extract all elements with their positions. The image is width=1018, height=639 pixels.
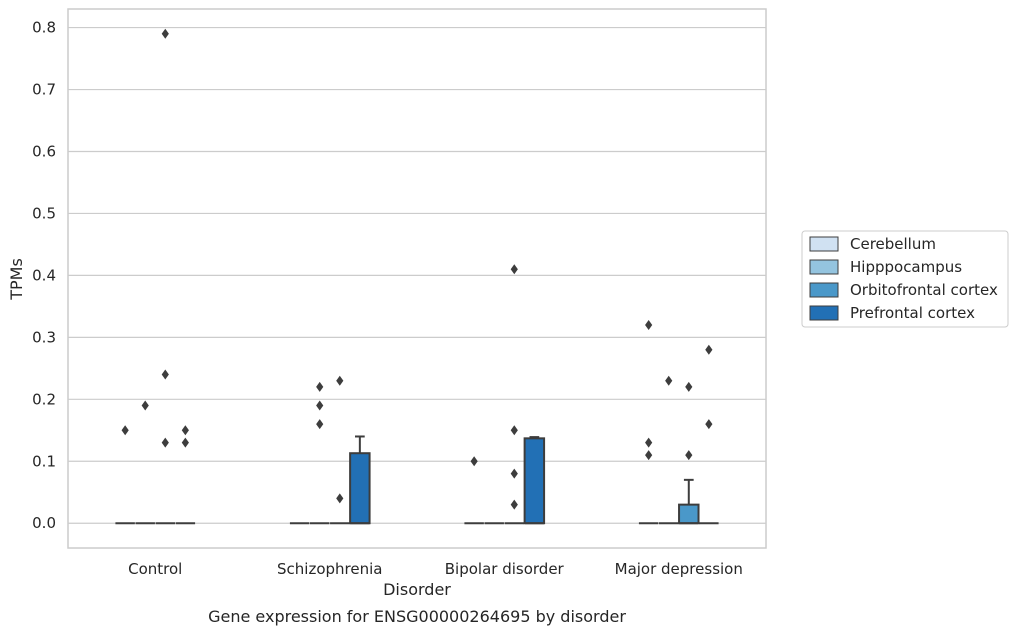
outlier-point [510,425,518,436]
y-tick-labels: 0.0 0.1 0.2 0.3 0.4 0.5 0.6 0.7 0.8 [32,19,56,533]
outlier-point [121,425,129,436]
legend: Cerebellum Hipppocampus Orbitofrontal cort… [801,230,1009,328]
box-orbitofrontal-cortex [155,28,176,525]
box-cerebellum [464,456,484,525]
outlier-point [645,450,653,461]
outlier-point [181,425,189,436]
outlier-point [645,319,653,330]
x-tick-label: Schizophrenia [277,560,382,578]
y-tick-label: 0.8 [32,19,56,37]
box-prefrontal-cortex [699,344,719,525]
legend-label: Cerebellum [850,235,936,253]
box-hipppocampus [658,375,679,525]
outlier-point [316,400,324,411]
box-hipppocampus [309,381,330,525]
legend-frame [801,230,1009,328]
outlier-point [316,419,324,430]
boxes [115,28,719,525]
outlier-point [645,437,653,448]
box-prefrontal-cortex [349,435,371,525]
y-tick-label: 0.5 [32,204,56,222]
x-tick-label: Major depression [615,560,743,578]
outlier-point [685,381,693,392]
outlier-point [161,28,169,39]
outlier-point [510,468,518,479]
y-tick-label: 0.4 [32,266,56,284]
box-orbitofrontal-cortex [678,381,700,525]
outlier-point [181,437,189,448]
box-body [678,503,700,525]
box-body [349,452,371,525]
legend-label: Prefrontal cortex [850,304,975,322]
box-orbitofrontal-cortex [504,264,525,525]
y-tick-label: 0.6 [32,142,56,160]
y-axis-title: TPMs [7,258,26,301]
y-tick-label: 0.7 [32,81,56,99]
box-orbitofrontal-cortex [330,375,350,525]
y-tick-label: 0.1 [32,452,56,470]
box-cerebellum [115,425,135,525]
outlier-point [161,369,169,380]
box-cerebellum [638,319,659,525]
outlier-point [510,264,518,275]
outlier-point [510,499,518,510]
outlier-point [705,344,713,355]
legend-swatch [809,282,839,298]
outlier-point [336,375,344,386]
legend-label: Orbitofrontal cortex [850,281,998,299]
outlier-point [470,456,478,467]
box-prefrontal-cortex [523,436,546,525]
outlier-point [685,450,693,461]
legend-label: Hipppocampus [850,258,962,276]
outlier-point [705,419,713,430]
y-tick-label: 0.3 [32,328,56,346]
outlier-point [316,381,324,392]
legend-swatch [809,305,839,321]
y-tick-label: 0.2 [32,390,56,408]
legend-swatch [809,259,839,275]
outlier-point [141,400,149,411]
outlier-point [161,437,169,448]
box-prefrontal-cortex [175,425,196,525]
outlier-point [665,375,673,386]
box-body [523,437,546,525]
plot-frame [67,8,767,549]
grid-lines [68,26,766,524]
x-tick-label: Control [128,560,182,578]
outlier-point [336,493,344,504]
x-axis-title: Disorder [383,580,451,599]
x-tick-label: Bipolar disorder [445,560,565,578]
box-hipppocampus [135,400,155,525]
chart-caption: Gene expression for ENSG00000264695 by d… [208,607,626,626]
y-tick-label: 0.0 [32,514,56,532]
x-tick-labels: Control Schizophrenia Bipolar disorder Majo… [128,560,743,578]
legend-swatch [809,236,839,252]
